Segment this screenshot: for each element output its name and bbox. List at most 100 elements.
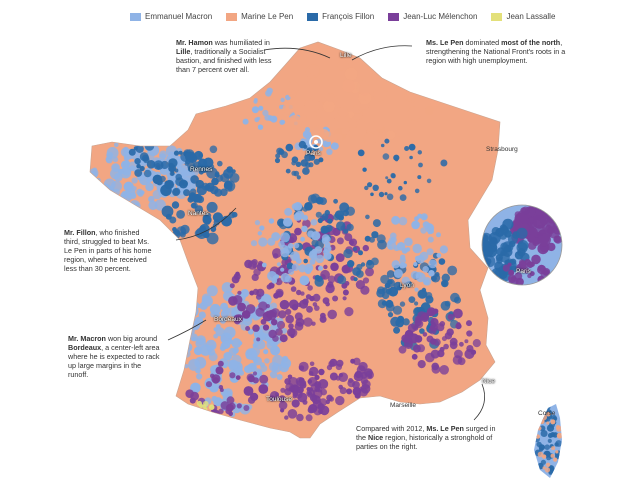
vote-region-patch — [285, 308, 292, 315]
vote-region-patch — [401, 276, 410, 285]
vote-region-patch — [251, 259, 258, 266]
vote-region-patch — [293, 212, 302, 221]
vote-region-patch — [254, 220, 260, 226]
vote-region-patch — [378, 191, 385, 198]
vote-region-patch — [217, 160, 223, 167]
vote-region-patch — [359, 84, 371, 96]
vote-region-patch — [206, 285, 218, 297]
vote-region-patch — [260, 365, 268, 372]
vote-region-patch — [420, 84, 430, 95]
vote-region-patch — [415, 315, 422, 323]
vote-region-patch — [354, 392, 361, 399]
vote-region-patch — [384, 192, 388, 196]
vote-region-patch — [258, 105, 264, 111]
vote-region-patch — [318, 265, 323, 271]
vote-region-patch — [526, 217, 537, 229]
legend-swatch — [130, 12, 141, 21]
vote-region-patch — [403, 180, 407, 185]
vote-region-patch — [196, 335, 206, 345]
vote-region-patch — [265, 90, 272, 97]
vote-region-patch — [148, 195, 155, 203]
vote-region-patch — [247, 363, 253, 369]
vote-region-patch — [454, 296, 461, 304]
vote-region-patch — [261, 262, 267, 268]
vote-region-patch — [252, 324, 260, 332]
vote-region-patch — [320, 312, 326, 319]
vote-region-patch — [174, 168, 179, 173]
vote-region-patch — [446, 328, 454, 336]
vote-region-patch — [415, 271, 423, 279]
vote-region-patch — [348, 378, 354, 383]
vote-region-patch — [414, 301, 419, 306]
vote-region-patch — [344, 281, 350, 286]
vote-region-patch — [251, 106, 259, 114]
vote-region-patch — [236, 403, 242, 409]
city-label-strasbourg: Strasbourg — [486, 146, 518, 153]
vote-region-patch — [179, 348, 185, 354]
vote-region-patch — [309, 64, 320, 76]
vote-region-patch — [517, 240, 529, 251]
vote-region-patch — [318, 368, 325, 376]
vote-region-patch — [472, 339, 481, 348]
vote-region-patch — [309, 258, 316, 265]
vote-region-patch — [426, 248, 434, 256]
vote-region-patch — [447, 313, 454, 321]
vote-region-patch — [280, 97, 285, 103]
vote-region-patch — [411, 353, 418, 360]
vote-region-patch — [139, 139, 145, 145]
vote-region-patch — [300, 159, 309, 167]
vote-region-patch — [400, 254, 406, 260]
vote-region-patch — [231, 211, 238, 218]
vote-region-patch — [178, 150, 183, 155]
vote-region-patch — [322, 91, 330, 98]
ann-text: dominated — [463, 38, 502, 47]
vote-region-patch — [161, 205, 174, 218]
vote-region-patch — [139, 136, 147, 144]
vote-region-patch — [556, 432, 562, 439]
vote-region-patch — [219, 388, 224, 392]
vote-region-patch — [362, 244, 369, 252]
vote-region-patch — [212, 212, 223, 223]
vote-region-patch — [455, 323, 462, 330]
annotation-hamon: Mr. Hamon was humiliated in Lille, tradi… — [176, 38, 280, 74]
vote-region-patch — [181, 334, 189, 342]
paris-marker — [309, 135, 323, 149]
vote-region-patch — [307, 379, 313, 384]
vote-region-patch — [398, 185, 403, 191]
vote-region-patch — [205, 212, 212, 219]
vote-region-patch — [422, 266, 430, 273]
vote-region-patch — [558, 213, 562, 224]
vote-region-patch — [535, 434, 540, 439]
vote-region-patch — [288, 328, 298, 338]
vote-region-patch — [276, 374, 283, 380]
vote-region-patch — [293, 170, 300, 177]
vote-region-patch — [552, 208, 562, 221]
vote-region-patch — [219, 317, 227, 324]
vote-region-patch — [123, 160, 130, 167]
vote-region-patch — [190, 382, 201, 394]
vote-region-patch — [173, 150, 180, 156]
vote-region-patch — [441, 336, 447, 342]
vote-region-patch — [279, 334, 288, 343]
vote-region-patch — [228, 359, 239, 370]
vote-region-patch — [197, 409, 203, 415]
vote-region-patch — [373, 87, 387, 102]
vote-region-patch — [412, 243, 422, 254]
vote-region-patch — [421, 287, 427, 293]
vote-region-patch — [134, 169, 143, 177]
ann-text: the — [356, 433, 368, 442]
vote-region-patch — [228, 339, 234, 345]
vote-region-patch — [287, 243, 294, 249]
vote-region-patch — [213, 333, 219, 339]
vote-region-patch — [447, 265, 458, 276]
vote-region-patch — [409, 333, 420, 344]
vote-region-patch — [355, 280, 365, 290]
vote-region-patch — [396, 75, 407, 86]
vote-region-patch — [306, 147, 313, 154]
vote-region-patch — [559, 218, 562, 228]
vote-region-patch — [361, 379, 371, 389]
vote-region-patch — [383, 84, 391, 92]
vote-region-patch — [168, 158, 178, 168]
vote-region-patch — [271, 319, 278, 326]
vote-region-patch — [176, 164, 182, 170]
